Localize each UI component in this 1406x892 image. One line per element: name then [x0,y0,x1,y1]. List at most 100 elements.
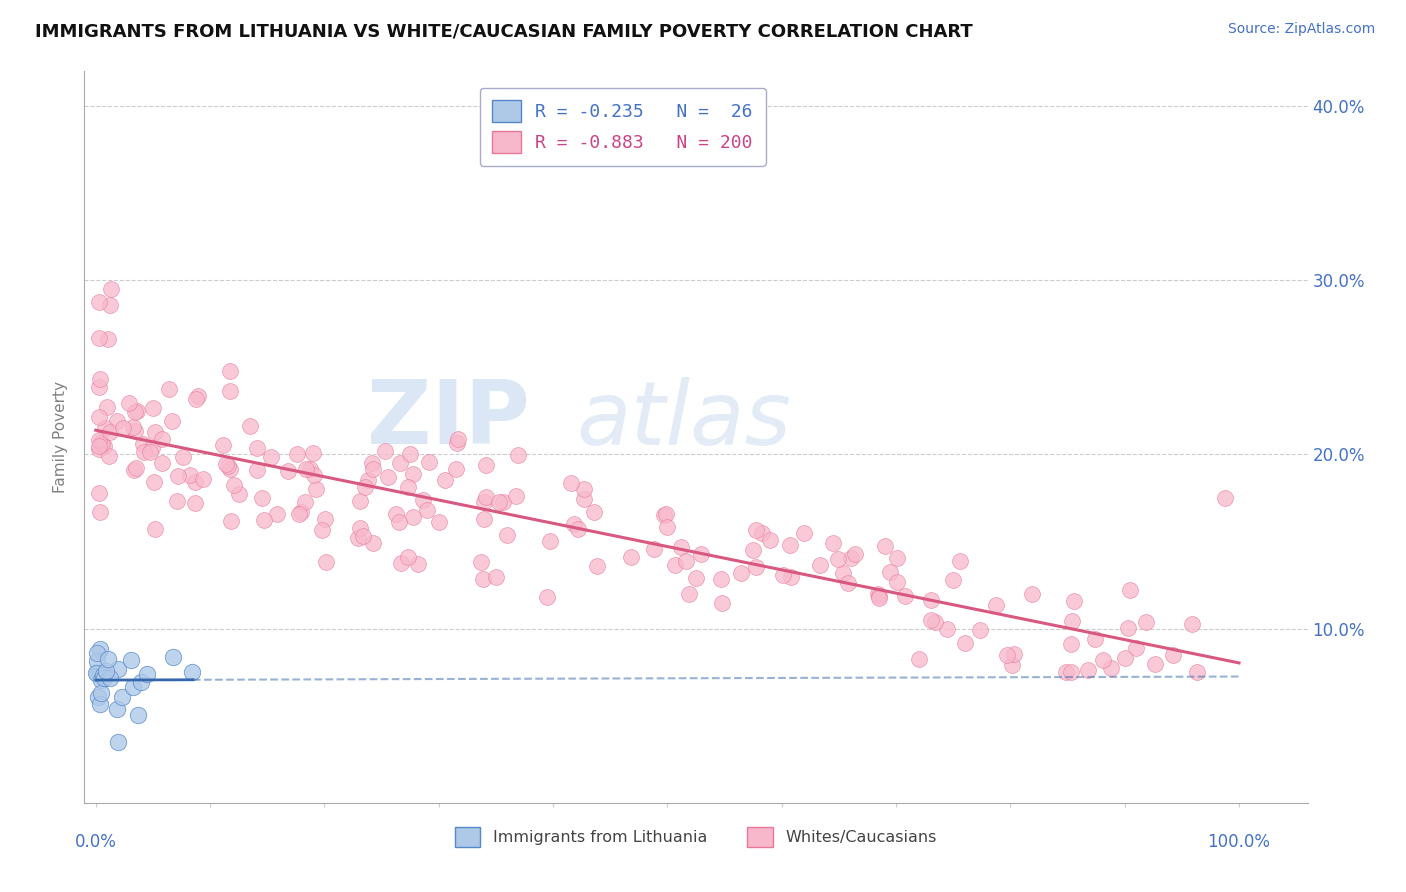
Point [873,539,896,553]
Point [361,536,384,550]
Point [1187,665,1209,680]
Point [105,701,128,715]
Point [953,636,976,650]
Point [89,434,111,448]
Point [924,615,946,629]
Point [124,425,146,439]
Point [779,570,801,584]
Point [745,524,768,538]
Point [228,486,250,500]
Point [936,622,959,636]
Point [562,517,585,532]
Point [506,448,529,462]
Point [1060,614,1083,628]
Point [377,470,399,484]
Point [444,461,467,475]
Point [98,425,121,439]
Point [215,458,238,472]
Point [179,468,201,483]
Point [1125,640,1147,655]
Point [1161,648,1184,662]
Point [418,455,440,469]
Point [808,558,831,573]
Point [447,432,470,446]
Point [89,331,111,345]
Point [139,445,162,459]
Point [314,512,336,526]
Point [567,522,589,536]
Point [191,472,214,486]
Point [446,435,468,450]
Point [474,495,496,509]
Point [97,332,120,346]
Point [93,671,115,685]
Point [643,541,665,556]
Point [427,515,450,529]
Point [475,458,498,472]
Point [89,666,111,681]
Point [157,382,180,396]
Point [90,686,112,700]
Point [186,392,208,406]
Point [505,489,527,503]
Point [93,438,115,452]
Point [1181,617,1204,632]
Point [105,414,128,428]
Point [1060,665,1083,680]
Point [399,447,422,461]
Point [89,372,111,386]
Point [401,467,423,481]
Y-axis label: Family Poverty: Family Poverty [53,381,69,493]
Point [187,389,209,403]
Point [136,666,159,681]
Point [162,414,184,428]
Point [290,505,312,519]
Point [868,591,890,605]
Point [89,439,111,453]
Point [472,512,495,526]
Point [361,456,384,470]
Point [298,462,321,476]
Point [118,396,141,410]
Point [143,522,166,536]
Point [470,555,492,569]
Point [217,458,239,473]
Point [572,482,595,496]
Point [120,653,142,667]
Point [690,547,713,561]
Point [416,502,439,516]
Point [219,514,242,528]
Point [745,559,768,574]
Text: 100.0%: 100.0% [1208,833,1271,851]
Point [389,456,412,470]
Point [868,589,890,603]
Point [1119,583,1142,598]
Point [485,570,508,584]
Point [396,480,419,494]
Point [166,493,188,508]
Point [352,529,374,543]
Point [89,697,111,711]
Point [620,549,643,564]
Point [112,421,135,435]
Point [349,493,371,508]
Point [122,420,145,434]
Point [583,505,606,519]
Point [250,491,273,505]
Point [389,556,412,570]
Point [949,554,972,568]
Point [664,558,686,572]
Point [1054,665,1077,680]
Point [90,673,112,687]
Point [1144,657,1167,672]
Point [97,651,120,665]
Point [285,447,308,461]
Point [710,572,733,586]
Point [89,294,111,309]
Point [253,513,276,527]
Point [132,444,155,458]
Point [574,491,596,506]
Point [246,441,269,455]
Point [1021,587,1043,601]
Point [1002,648,1025,662]
